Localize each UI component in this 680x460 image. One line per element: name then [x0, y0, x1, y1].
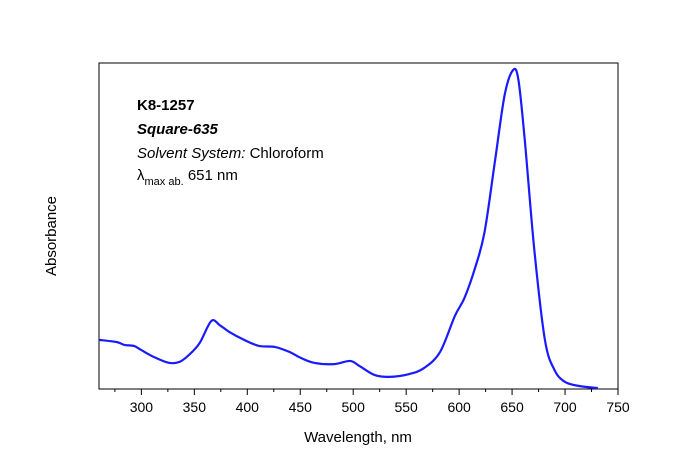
- annotation-dye-name: Square-635: [137, 121, 219, 138]
- solvent-label: Solvent System:: [137, 145, 245, 162]
- x-axis-ticks: [114, 389, 619, 395]
- x-tick-label: 700: [553, 399, 577, 415]
- annotation-compound-id: K8-1257: [137, 97, 195, 114]
- y-axis-label: Absorbance: [43, 196, 60, 276]
- solvent-value: Chloroform: [250, 145, 324, 162]
- lambda-symbol: λ: [137, 167, 145, 184]
- annotation-lambda-max: λmax ab. 651 nm: [137, 167, 238, 189]
- plot-frame: [98, 62, 619, 390]
- x-tick-label: 450: [289, 399, 313, 415]
- x-axis-label: Wavelength, nm: [304, 429, 412, 446]
- x-tick-label: 750: [606, 399, 630, 415]
- x-tick-label: 550: [394, 399, 418, 415]
- annotation-solvent: Solvent System: Chloroform: [137, 145, 324, 162]
- x-axis-tick-labels: 300 350 400 450 500 550 600 650 700 750: [130, 399, 630, 415]
- x-tick-label: 400: [236, 399, 260, 415]
- x-tick-label: 300: [130, 399, 154, 415]
- lambda-subscript: max ab.: [145, 176, 184, 188]
- x-tick-label: 350: [183, 399, 207, 415]
- lambda-value: 651 nm: [188, 167, 238, 184]
- series-line-absorbance: [98, 67, 598, 390]
- x-tick-label: 650: [500, 399, 524, 415]
- x-tick-label: 500: [342, 399, 366, 415]
- x-tick-label: 600: [447, 399, 471, 415]
